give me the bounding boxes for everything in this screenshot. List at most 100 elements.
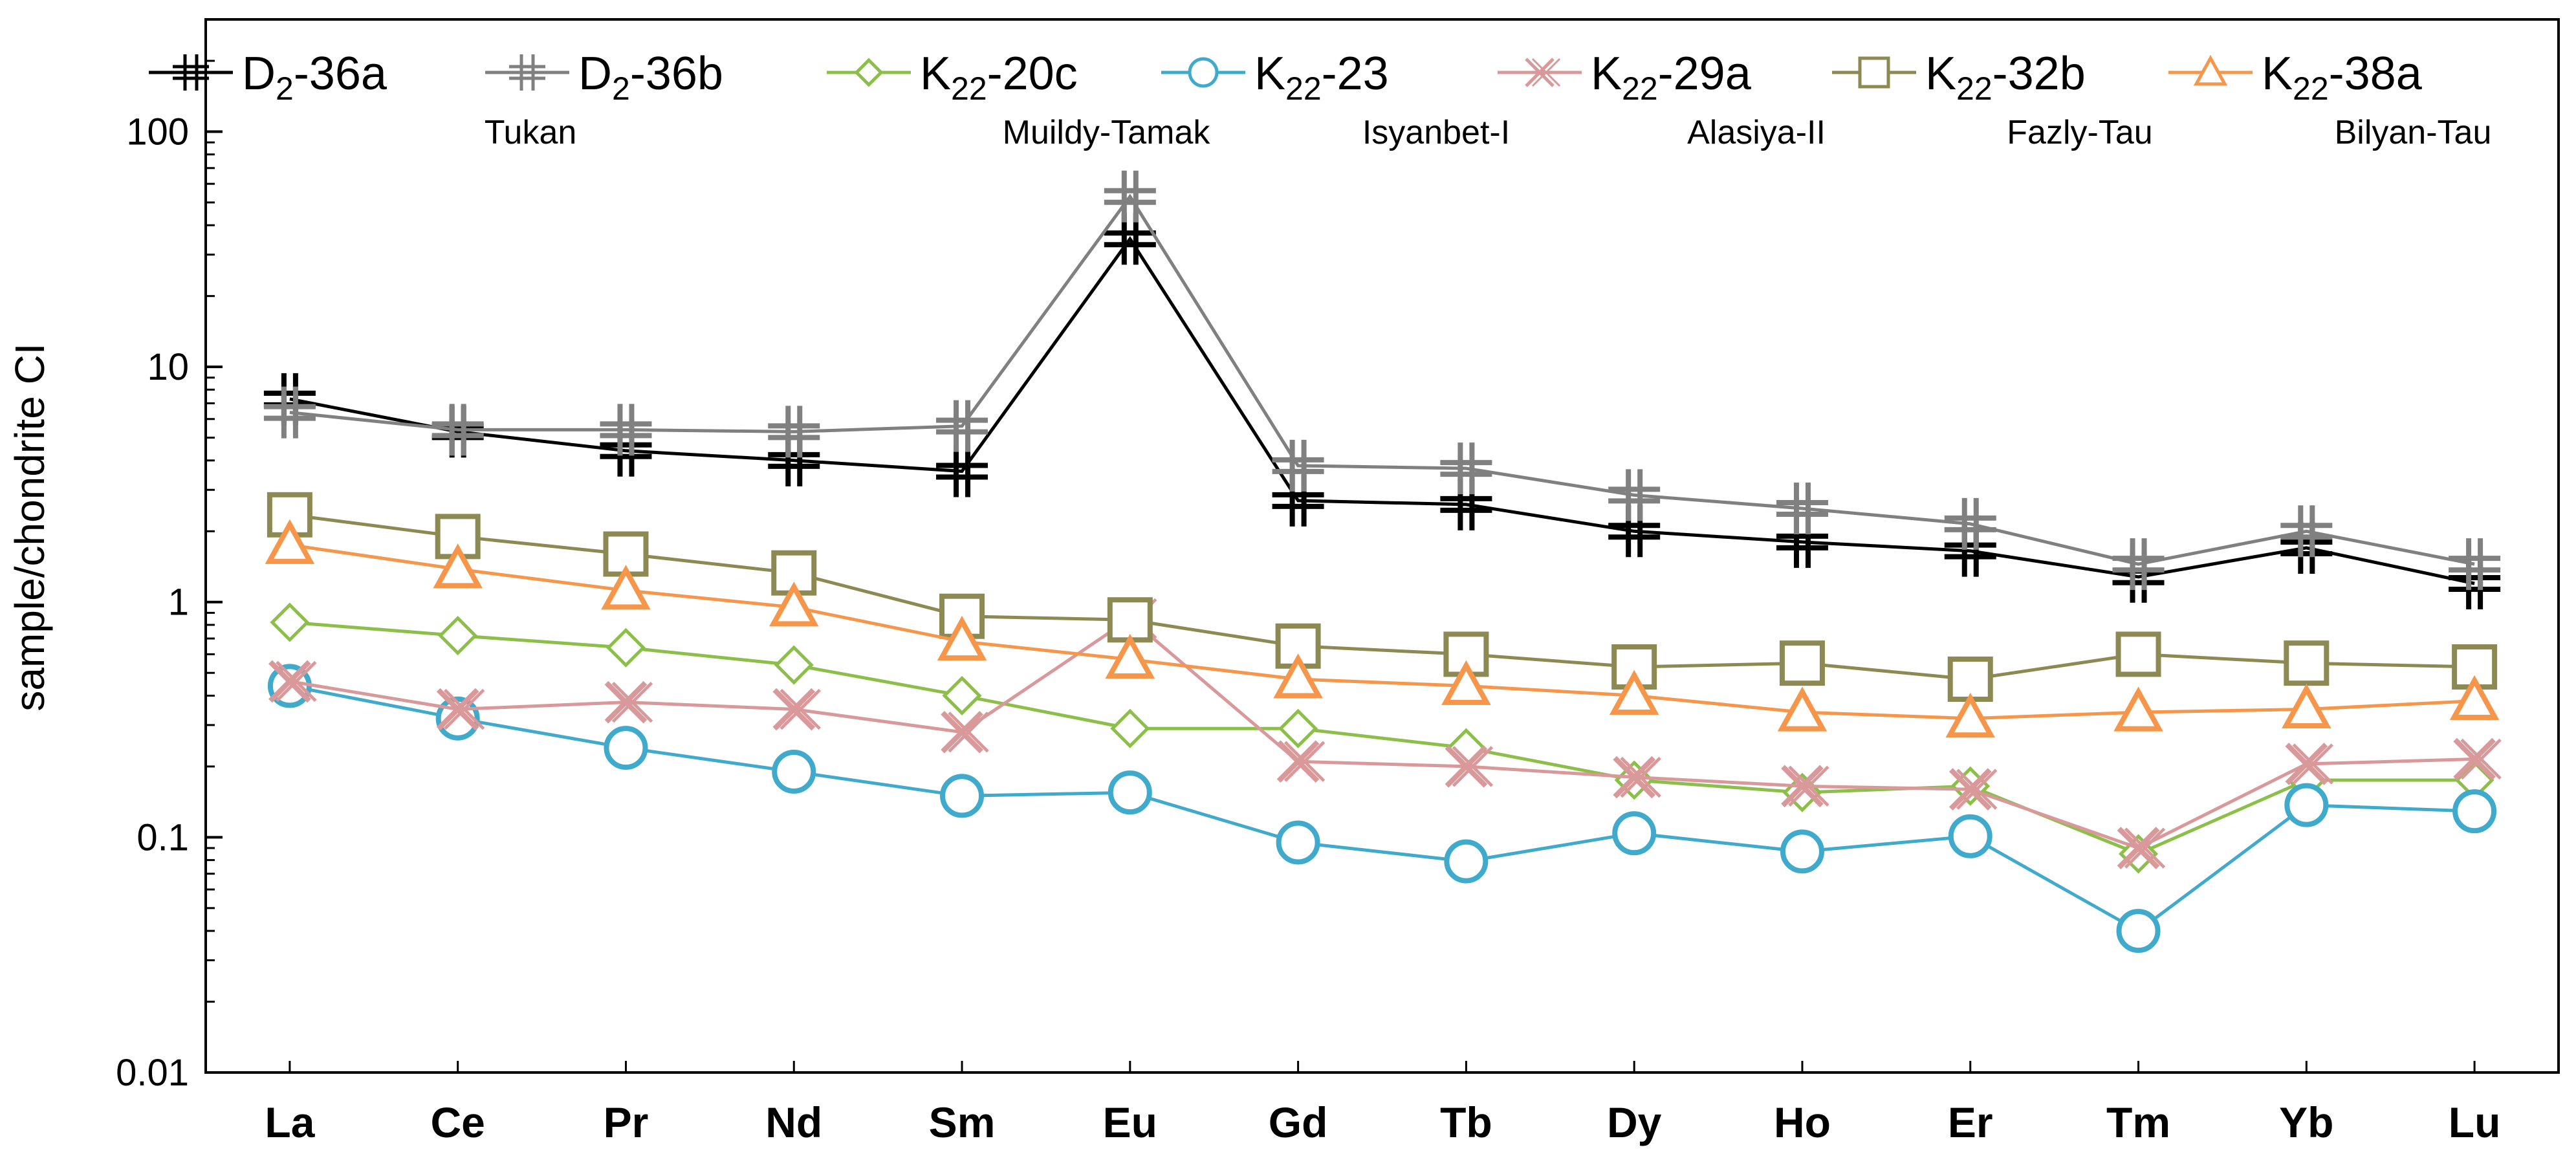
- data-point: [1948, 768, 1998, 811]
- data-point: [2282, 683, 2331, 729]
- x-category-label: Nd: [765, 1098, 822, 1146]
- data-point: [1273, 653, 1323, 699]
- locality-label: Fazly-Tau: [2007, 114, 2152, 151]
- data-point: [2113, 686, 2163, 732]
- data-point: [941, 710, 989, 754]
- data-point: [1276, 820, 1320, 865]
- data-point: [940, 774, 985, 818]
- locality-label: Alasiya-II: [1687, 114, 1826, 151]
- x-category-label: Lu: [2449, 1098, 2501, 1146]
- series-layer: [263, 170, 2502, 953]
- data-point: [1440, 442, 1492, 495]
- legend-label: K22-32b: [1925, 48, 2086, 107]
- legend-label: K22-29a: [1591, 48, 1752, 107]
- x-category-label: Ce: [430, 1098, 485, 1146]
- y-tick-label: 0.1: [136, 816, 189, 858]
- axes-layer: 100 10 1 0.1 0.01 La Ce Pr Nd Sm Eu Gd Tb Dy Ho Er Tm Yb L…: [116, 18, 2560, 1146]
- series-D2-36b: [263, 170, 2501, 591]
- data-point: [1609, 670, 1659, 715]
- x-category-label: Dy: [1607, 1098, 1662, 1146]
- data-point: [1278, 708, 1318, 748]
- data-point: [769, 582, 819, 627]
- data-point: [268, 660, 317, 703]
- data-point: [1525, 58, 1561, 87]
- data-point: [436, 688, 485, 731]
- legend-label: K22-38a: [2262, 48, 2423, 107]
- data-point: [2280, 505, 2333, 558]
- y-tick-label: 1: [168, 582, 189, 624]
- x-category-label: Ho: [1774, 1098, 1831, 1146]
- data-point: [2285, 743, 2334, 785]
- legend-label: D2-36a: [242, 48, 387, 107]
- data-point: [1110, 708, 1150, 748]
- data-point: [1779, 640, 1825, 686]
- data-point: [2115, 631, 2161, 677]
- data-point: [600, 404, 652, 456]
- legend-label: D2-36b: [578, 48, 723, 107]
- legend-item: K22-23: [1161, 48, 1389, 107]
- legend-item: D2-36a: [149, 48, 387, 107]
- data-point: [1104, 170, 1156, 223]
- data-point: [2449, 675, 2500, 721]
- data-point: [2112, 538, 2165, 591]
- data-point: [265, 519, 315, 564]
- data-point: [2193, 54, 2228, 86]
- data-point: [2117, 827, 2166, 869]
- data-point: [1781, 765, 1829, 808]
- y-tick-label: 100: [126, 111, 189, 153]
- data-point: [601, 565, 651, 610]
- data-point: [942, 675, 982, 715]
- data-point: [1441, 660, 1491, 705]
- data-point: [1272, 439, 1324, 492]
- data-point: [1188, 57, 1219, 88]
- data-point: [1613, 756, 1661, 799]
- data-point: [431, 404, 484, 456]
- data-point: [1444, 839, 1489, 884]
- data-point: [438, 616, 478, 656]
- data-point: [774, 645, 814, 685]
- data-point: [604, 680, 653, 724]
- x-category-label: Er: [1948, 1098, 1993, 1146]
- x-category-label: Tb: [1440, 1098, 1492, 1146]
- data-point: [772, 688, 821, 731]
- data-point: [1948, 814, 1992, 858]
- data-point: [2284, 783, 2329, 827]
- data-point: [1276, 740, 1326, 783]
- series-line: [289, 543, 2475, 721]
- series-line: [289, 616, 2475, 850]
- data-point: [1108, 770, 1152, 815]
- data-point: [936, 400, 988, 452]
- data-point: [267, 492, 312, 538]
- y-tick-label: 0.01: [116, 1052, 189, 1094]
- data-point: [2452, 789, 2497, 834]
- data-point: [2453, 737, 2502, 781]
- data-point: [1777, 686, 1828, 732]
- legend-label: K22-23: [1254, 48, 1389, 107]
- data-point: [603, 531, 649, 577]
- plot-frame: [204, 18, 2560, 1074]
- data-point: [768, 406, 820, 458]
- series-line: [289, 513, 2475, 681]
- series-line: [289, 235, 2475, 585]
- data-point: [854, 58, 884, 87]
- legend-item: K22-38a: [2168, 48, 2423, 107]
- data-point: [2284, 640, 2330, 686]
- legend-item: K22-29a: [1498, 48, 1752, 107]
- series-line: [289, 193, 2475, 566]
- x-category-label: La: [265, 1098, 315, 1146]
- locality-label: Bilyan-Tau: [2335, 114, 2492, 151]
- data-point: [937, 615, 987, 661]
- y-tick-label: 10: [147, 346, 189, 388]
- series-line: [289, 620, 2475, 856]
- data-point: [772, 750, 816, 794]
- data-point: [1776, 483, 1828, 535]
- data-point: [1858, 56, 1890, 89]
- series-K22-23: [267, 664, 2497, 953]
- data-point: [1944, 497, 1996, 550]
- x-category-label: Yb: [2279, 1098, 2333, 1146]
- series-K22-38a: [265, 519, 2500, 738]
- x-category-label: Pr: [604, 1098, 649, 1146]
- legend-item: K22-32b: [1832, 48, 2086, 107]
